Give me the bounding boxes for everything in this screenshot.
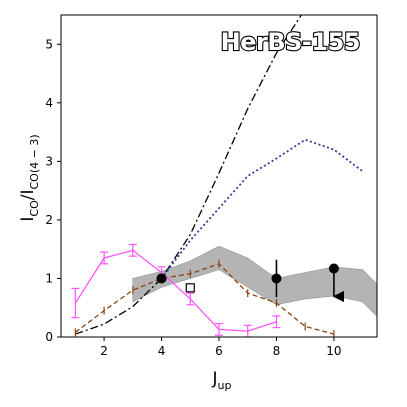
series-4-errorbar	[272, 315, 281, 329]
y-axis-label: ICO/ICO(4 − 3)	[18, 134, 41, 221]
chart-title: HerBS-155	[221, 28, 360, 56]
y-tick-label: 1	[45, 271, 53, 285]
x-axis-label: Jup	[212, 369, 232, 392]
series-line-3	[74, 263, 335, 335]
observed-point-3	[328, 263, 339, 274]
series-4-errorbar	[128, 243, 137, 257]
y-tick-label: 3	[45, 154, 53, 168]
series-4-errorbar	[100, 251, 109, 265]
series-4-errorbar	[186, 292, 195, 306]
y-tick-label: 5	[45, 37, 53, 51]
series-4-errorbar	[243, 324, 252, 337]
y-tick-label: 4	[45, 96, 53, 110]
observed-point-1	[156, 273, 167, 284]
series-line-4	[74, 249, 277, 332]
series-4-errorbar	[71, 287, 80, 319]
x-axis: 2 4 6 8 10	[100, 337, 342, 358]
y-tick-label: 2	[45, 213, 53, 227]
y-axis: 0 1 2 3 4 5	[45, 37, 61, 344]
x-tick-label: 6	[215, 344, 223, 358]
series-line-2	[160, 138, 364, 279]
series-line-1	[75, 15, 303, 335]
x-tick-label: 4	[158, 344, 166, 358]
observed-point-2	[271, 273, 282, 284]
x-tick-label: 8	[273, 344, 281, 358]
x-tick-label: 10	[326, 344, 341, 358]
uncertainty-band	[132, 245, 377, 317]
plot-area	[71, 15, 377, 337]
x-tick-label: 2	[100, 344, 108, 358]
open-square-point	[185, 283, 195, 293]
series-4-errorbar	[215, 322, 223, 336]
y-tick-label: 0	[45, 330, 53, 344]
